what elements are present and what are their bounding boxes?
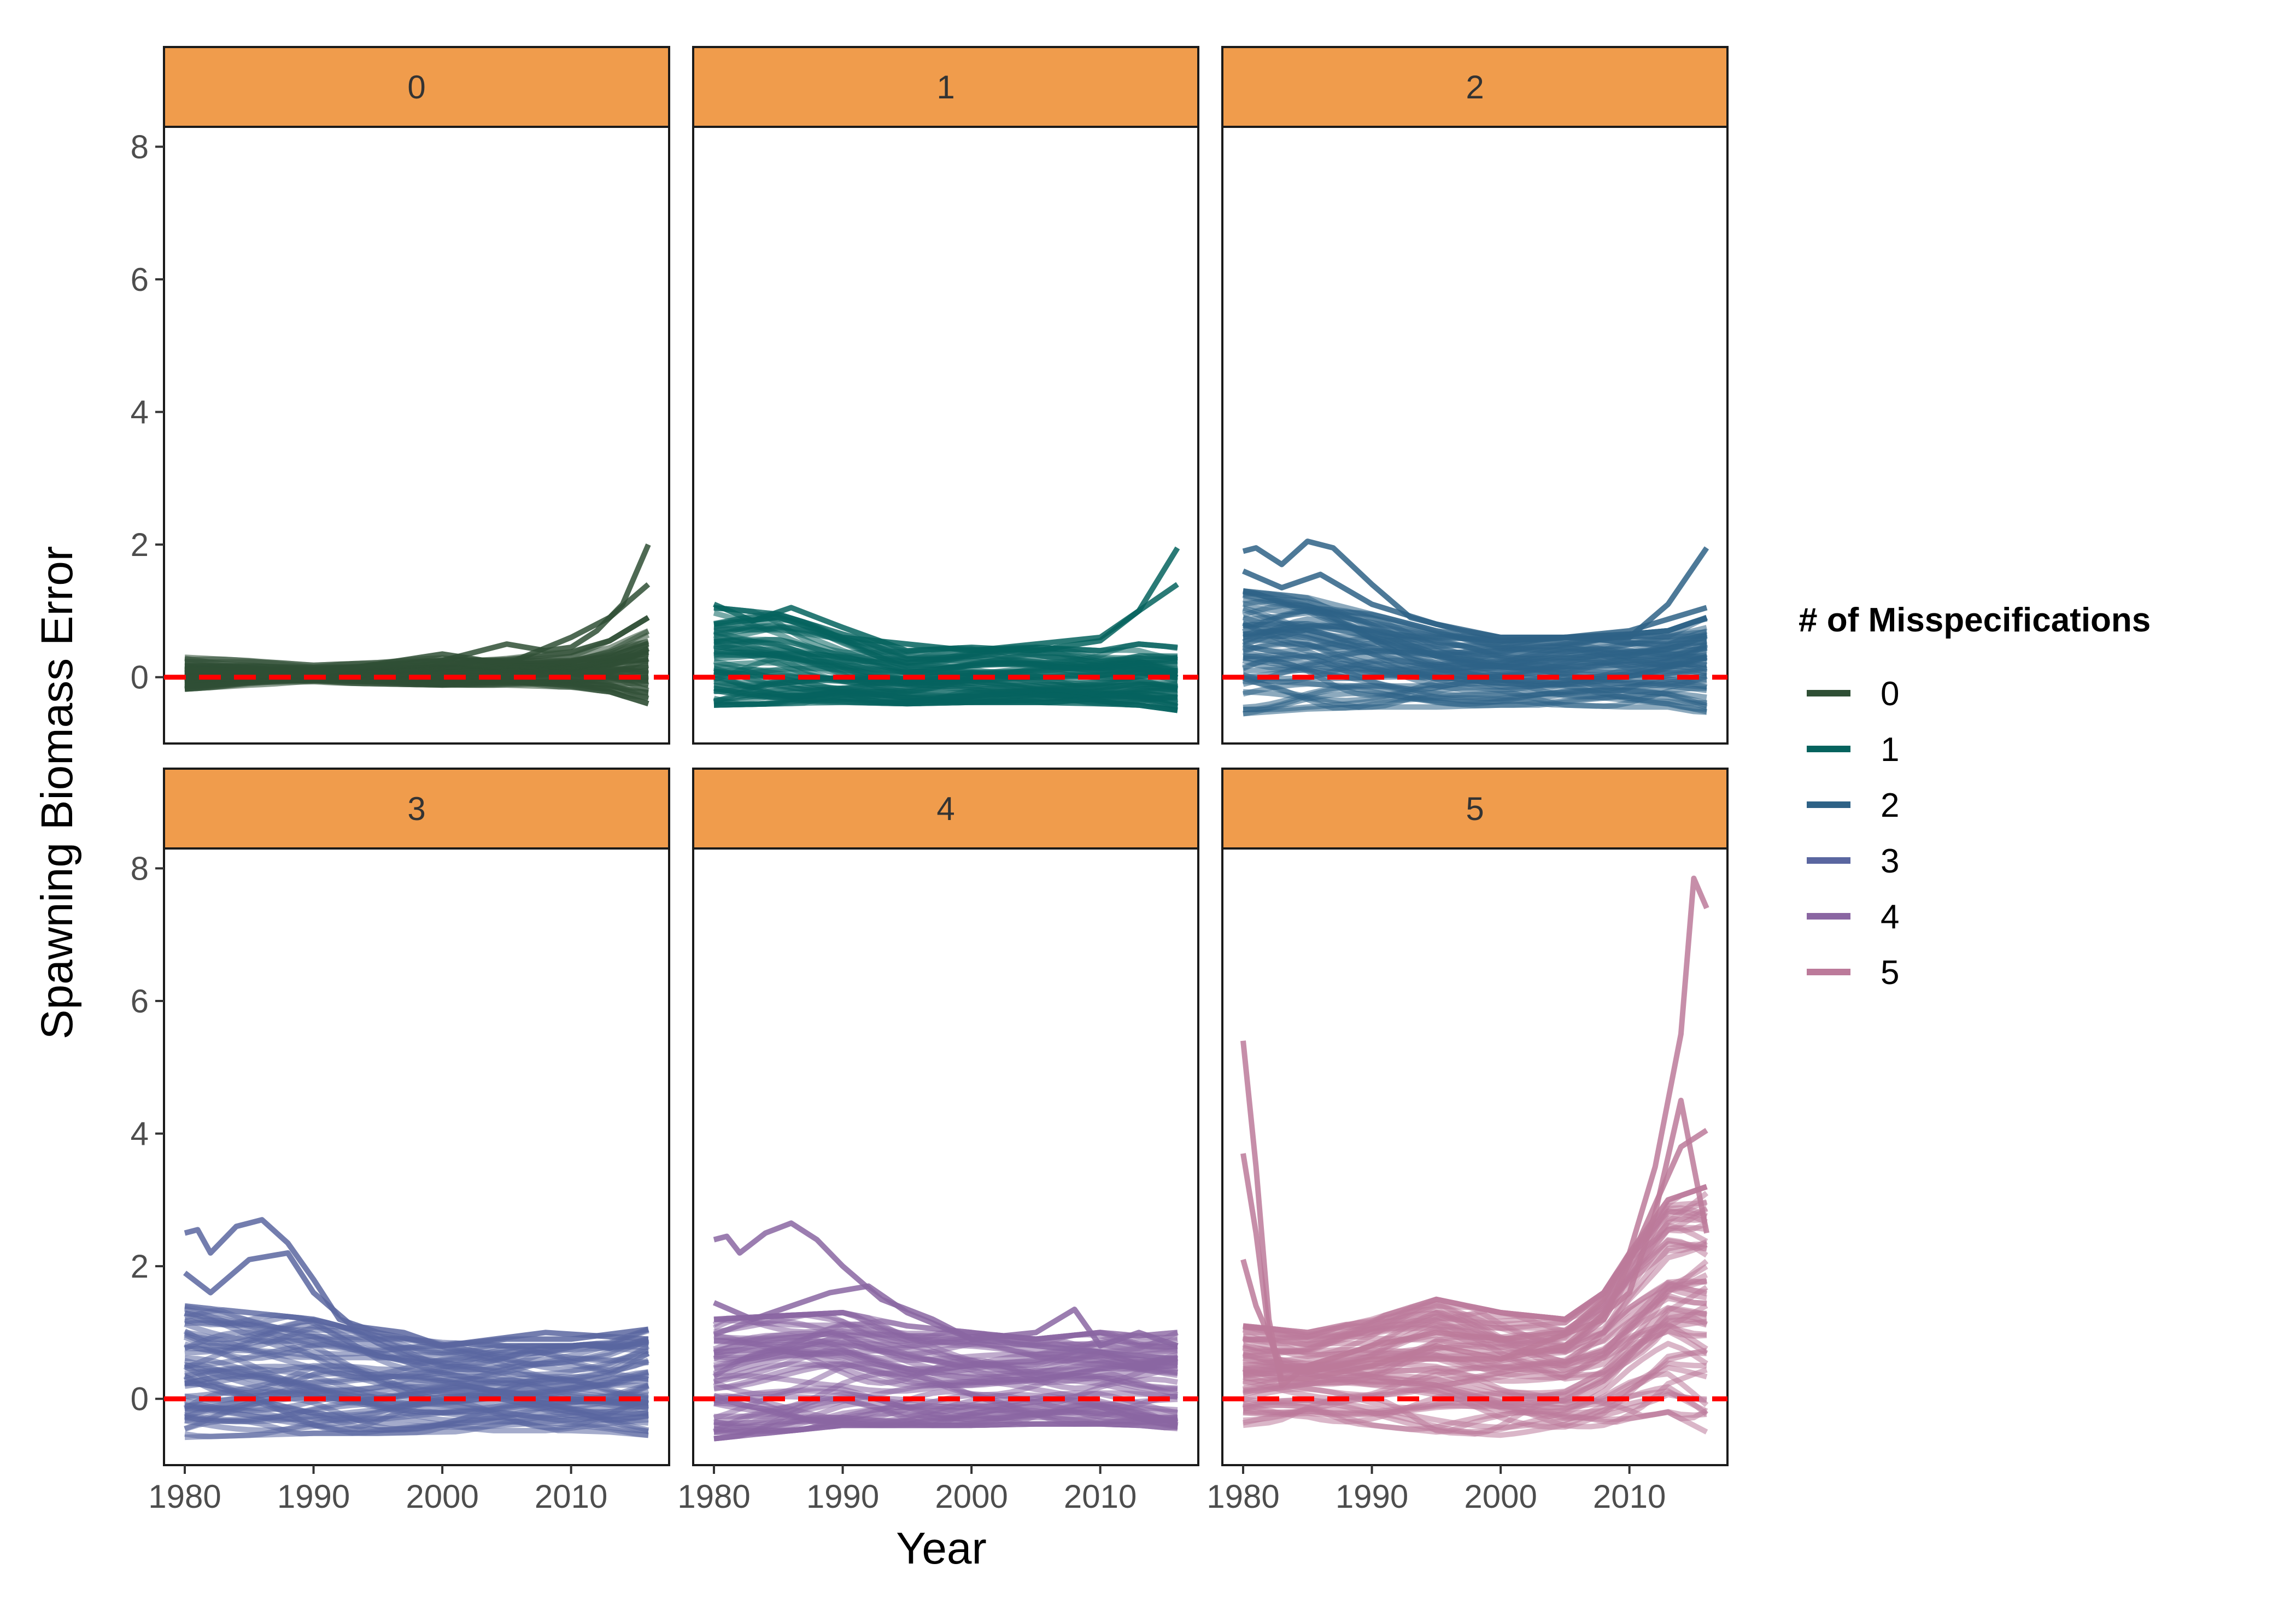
legend-label-4: 4 bbox=[1881, 898, 1899, 936]
facet-strip-label: 5 bbox=[1466, 791, 1484, 827]
facet-panel-1: 1 bbox=[692, 46, 1199, 745]
facet-panel-5: 5 1980 1990 2000 2010 bbox=[1206, 768, 1729, 1515]
simulation-line bbox=[713, 1331, 1178, 1374]
extreme-trajectory-line bbox=[184, 582, 651, 680]
extreme-trajectory-line bbox=[1242, 546, 1709, 640]
simulation-line bbox=[713, 641, 1178, 676]
y-tick-label: 2 bbox=[131, 526, 149, 563]
y-tick-label: 0 bbox=[131, 1381, 149, 1418]
y-tick-label: 8 bbox=[131, 850, 149, 887]
facet-strip-3 bbox=[163, 768, 670, 850]
x-tick-label: 2010 bbox=[1593, 1478, 1666, 1515]
facet-panel-3: 3 0 2 4 6 8 1980 1990 2000 2010 bbox=[131, 768, 670, 1515]
simulation-line bbox=[1242, 675, 1707, 706]
simulation-line bbox=[1243, 683, 1708, 710]
series-lines-2 bbox=[1241, 538, 1709, 717]
y-tick-label: 4 bbox=[131, 1116, 149, 1152]
simulation-line bbox=[713, 1373, 1178, 1400]
simulation-line bbox=[713, 691, 1179, 710]
series-lines-0 bbox=[184, 543, 651, 706]
legend: # of Misspecifications 0 1 2 3 4 5 bbox=[1799, 601, 2151, 992]
x-tick-label: 2010 bbox=[535, 1478, 607, 1515]
y-axis-title: Spawning Biomass Error bbox=[32, 546, 82, 1039]
y-tick-label: 4 bbox=[131, 394, 149, 431]
extreme-trajectory-line bbox=[713, 582, 1179, 654]
extreme-trajectory-line bbox=[183, 1250, 649, 1349]
y-tick-label: 6 bbox=[131, 261, 149, 298]
simulation-line bbox=[1242, 640, 1707, 682]
legend-label-3: 3 bbox=[1881, 842, 1899, 880]
x-tick-label: 2000 bbox=[935, 1478, 1008, 1515]
x-tick-label: 1980 bbox=[1206, 1478, 1279, 1515]
facet-strip-label: 3 bbox=[407, 791, 425, 827]
simulation-line bbox=[713, 643, 1178, 676]
legend-label-5: 5 bbox=[1881, 954, 1899, 992]
y-tick-label: 0 bbox=[131, 659, 149, 696]
facet-strip-label: 0 bbox=[407, 69, 425, 106]
x-tick-label: 2000 bbox=[406, 1478, 478, 1515]
simulation-line bbox=[184, 1329, 649, 1378]
simulation-line bbox=[184, 1402, 649, 1433]
facet-panel-0: 0 0 2 4 6 8 bbox=[131, 46, 670, 745]
legend-label-2: 2 bbox=[1881, 787, 1899, 824]
simulation-line bbox=[713, 669, 1178, 700]
facet-panel-2: 2 bbox=[1221, 46, 1729, 745]
x-axis-title: Year bbox=[896, 1524, 987, 1573]
facet-strip-5 bbox=[1221, 768, 1729, 850]
facet-strip-1 bbox=[692, 46, 1199, 128]
simulation-line bbox=[1243, 695, 1707, 717]
facet-strip-label: 1 bbox=[936, 69, 954, 106]
x-tick-label: 1990 bbox=[277, 1478, 350, 1515]
y-tick-label: 6 bbox=[131, 983, 149, 1020]
simulation-line bbox=[184, 1312, 649, 1356]
x-tick-label: 1980 bbox=[148, 1478, 221, 1515]
simulation-line bbox=[1243, 1350, 1707, 1430]
legend-label-0: 0 bbox=[1881, 675, 1899, 713]
legend-label-1: 1 bbox=[1881, 731, 1899, 769]
extreme-trajectory-line bbox=[1240, 1128, 1708, 1375]
facet-strip-2 bbox=[1221, 46, 1729, 128]
extreme-trajectory-line bbox=[713, 1220, 1179, 1349]
simulation-line bbox=[713, 1385, 1179, 1421]
simulation-line bbox=[184, 1363, 649, 1397]
legend-title: # of Misspecifications bbox=[1799, 601, 2151, 639]
facet-strip-label: 2 bbox=[1466, 69, 1484, 106]
facet-strip-label: 4 bbox=[936, 791, 954, 827]
y-tick-label: 8 bbox=[131, 128, 149, 165]
simulation-line bbox=[713, 1392, 1178, 1428]
facet-panel-4: 4 1980 1990 2000 2010 bbox=[677, 768, 1199, 1515]
simulation-line bbox=[184, 1380, 649, 1423]
panels-layer: 0 0 2 4 6 8 1 2 3 0 2 4 6 8 1980 1990 2000 2010 4 1980 1990 2… bbox=[131, 46, 1729, 1515]
x-tick-label: 1980 bbox=[677, 1478, 750, 1515]
x-tick-label: 1990 bbox=[1336, 1478, 1408, 1515]
x-tick-label: 2000 bbox=[1464, 1478, 1537, 1515]
simulation-line bbox=[1243, 621, 1708, 658]
series-lines-4 bbox=[712, 1220, 1179, 1442]
series-lines-1 bbox=[713, 546, 1180, 713]
x-tick-label: 2010 bbox=[1064, 1478, 1137, 1515]
simulation-line bbox=[1242, 1285, 1708, 1387]
simulation-line bbox=[1243, 1318, 1707, 1400]
simulation-line bbox=[713, 1414, 1178, 1442]
facet-strip-0 bbox=[163, 46, 670, 128]
x-tick-label: 1990 bbox=[806, 1478, 879, 1515]
extreme-trajectory-line bbox=[713, 1283, 1178, 1362]
simulation-line bbox=[184, 1408, 649, 1434]
y-tick-label: 2 bbox=[131, 1248, 149, 1285]
